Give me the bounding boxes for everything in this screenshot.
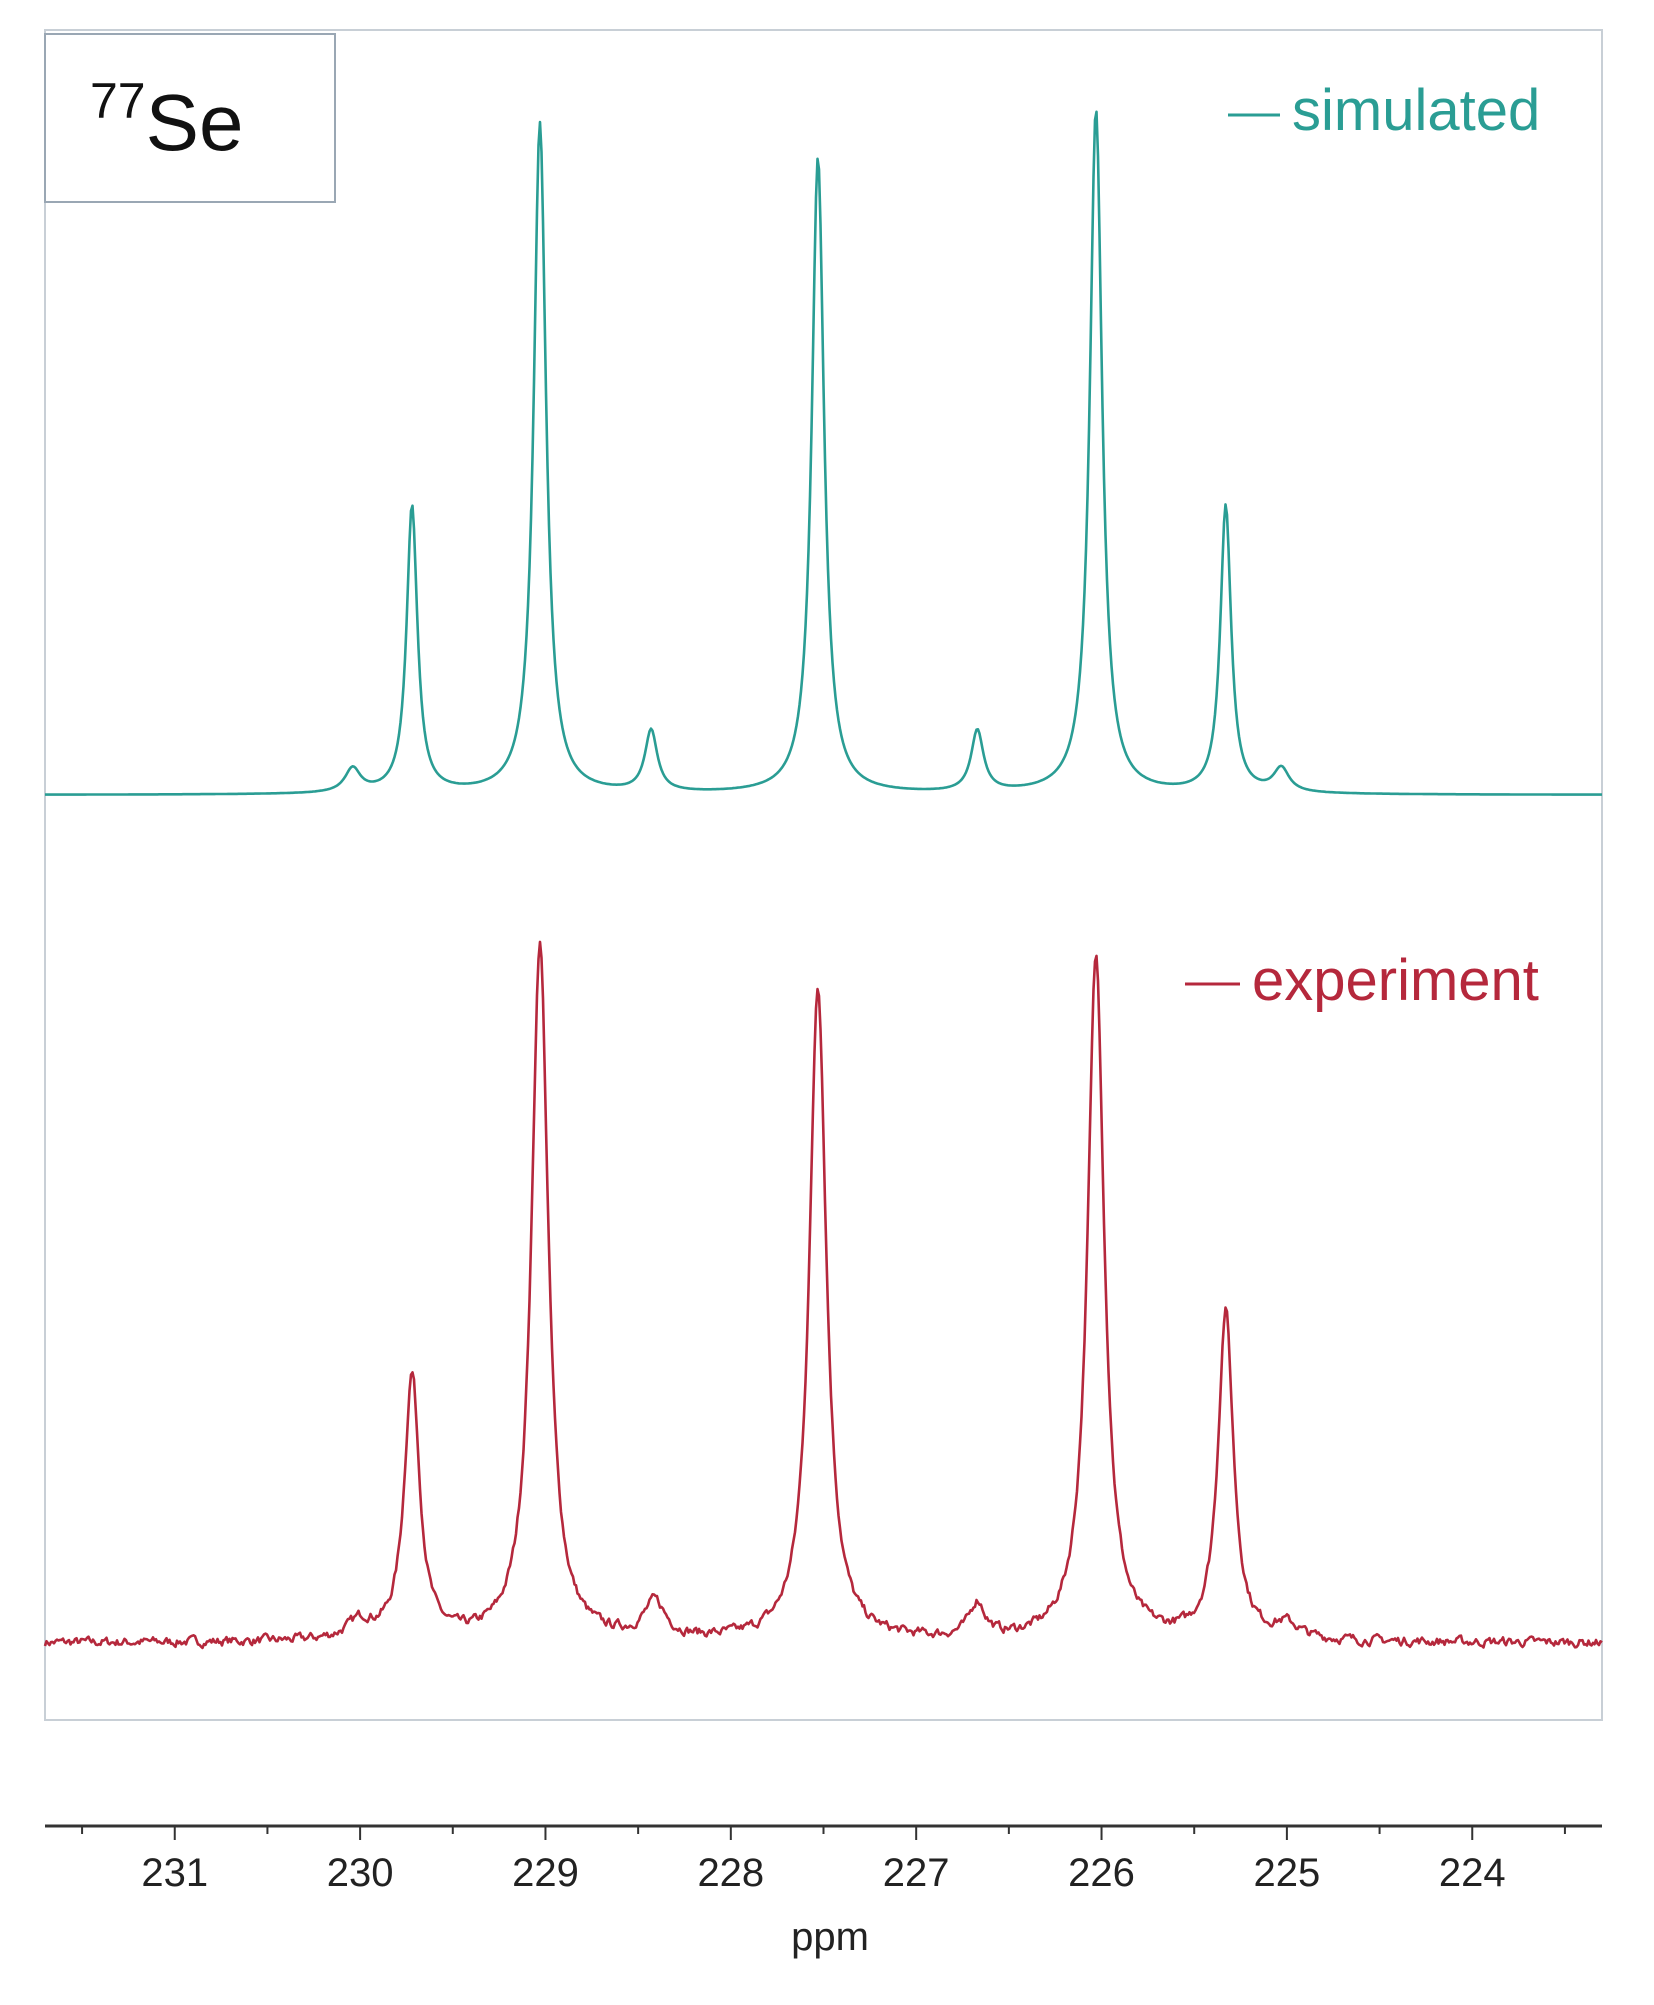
x-tick-label: 228	[697, 1851, 764, 1895]
nucleus-label-box	[44, 33, 336, 203]
x-tick-label: 231	[141, 1851, 208, 1895]
x-tick-label: 226	[1068, 1851, 1135, 1895]
nucleus-label: 77Se	[90, 73, 243, 167]
x-axis-ticks: 231 230 229 228 227 226 225 224	[81, 1826, 1566, 1895]
x-tick-label: 229	[512, 1851, 579, 1895]
trace-simulated	[45, 110, 1602, 796]
plot-frame	[44, 29, 1603, 1721]
x-tick-label: 230	[327, 1851, 394, 1895]
legend-label-experiment: experiment	[1252, 948, 1539, 1013]
x-axis-label: ppm	[791, 1915, 869, 1959]
nucleus-element-symbol: Se	[146, 78, 244, 167]
trace-experiment	[43, 940, 1603, 1650]
x-tick-label: 224	[1439, 1851, 1506, 1895]
x-tick-label: 227	[883, 1851, 950, 1895]
nucleus-mass-number: 77	[90, 73, 146, 129]
spectrum-traces	[43, 110, 1603, 1650]
legend-label-simulated: simulated	[1292, 78, 1540, 143]
x-tick-label: 225	[1254, 1851, 1321, 1895]
